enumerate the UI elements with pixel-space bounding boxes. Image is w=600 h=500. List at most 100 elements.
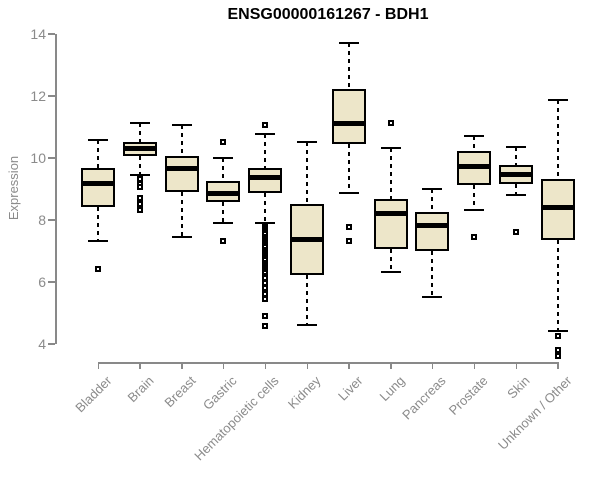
y-tick-label: 8 xyxy=(38,211,46,228)
outlier-point xyxy=(220,139,227,145)
whisker-upper-brain xyxy=(138,123,141,142)
x-tick xyxy=(473,362,476,369)
boxplot-box-liver xyxy=(331,89,366,144)
x-tick xyxy=(181,362,183,369)
outlier-point xyxy=(554,332,561,339)
whisker-cap-high xyxy=(380,147,401,150)
y-tick xyxy=(48,219,55,221)
x-tick xyxy=(97,362,99,369)
x-tick xyxy=(348,362,350,369)
whisker-cap-low xyxy=(129,173,150,176)
whisker-lower-bladder xyxy=(97,207,99,242)
boxplot-box-hematopoietic-cells xyxy=(248,168,283,194)
outlier-point xyxy=(387,120,394,127)
y-tick-label: 12 xyxy=(30,87,46,104)
whisker-cap-high xyxy=(422,187,443,190)
x-tick xyxy=(390,362,392,369)
outlier-point xyxy=(262,284,269,291)
x-tick xyxy=(222,362,225,369)
whisker-cap-low xyxy=(547,330,568,333)
median-line-skin xyxy=(499,172,533,178)
y-tick xyxy=(48,157,55,159)
outlier-point xyxy=(262,323,269,330)
whisker-lower-skin xyxy=(515,183,517,195)
x-axis-line xyxy=(98,362,559,364)
outlier-point xyxy=(262,312,269,319)
outlier-point xyxy=(136,183,143,190)
whisker-cap-low xyxy=(171,235,192,238)
outlier-point xyxy=(345,224,352,231)
y-tick xyxy=(48,95,55,97)
whisker-lower-brain xyxy=(138,155,141,175)
x-tick xyxy=(306,362,308,369)
whisker-lower-pancreas xyxy=(431,250,434,297)
outlier-point xyxy=(262,295,269,302)
whisker-cap-high xyxy=(506,145,526,148)
whisker-cap-high xyxy=(464,134,485,137)
outlier-point xyxy=(136,201,143,207)
whisker-cap-low xyxy=(297,323,317,326)
y-tick xyxy=(48,281,55,283)
whisker-upper-hematopoietic-cells xyxy=(264,134,267,169)
outlier-point xyxy=(513,228,519,235)
whisker-upper-gastric xyxy=(222,157,225,181)
whisker-upper-kidney xyxy=(306,142,308,204)
outlier-point xyxy=(136,194,143,201)
boxplot-box-pancreas xyxy=(415,211,450,251)
median-line-kidney xyxy=(290,237,324,243)
whisker-lower-breast xyxy=(180,191,183,237)
boxplot-box-lung xyxy=(373,199,408,249)
median-line-gastric xyxy=(206,190,241,196)
whisker-cap-high xyxy=(255,133,276,136)
outlier-point xyxy=(136,207,143,214)
whisker-upper-bladder xyxy=(97,140,99,169)
whisker-cap-low xyxy=(422,296,443,298)
boxplot-box-breast xyxy=(164,155,199,192)
y-tick-label: 14 xyxy=(30,25,46,42)
whisker-cap-low xyxy=(213,221,234,224)
outlier-point xyxy=(220,238,227,245)
median-line-unknown-other xyxy=(540,204,575,210)
median-line-pancreas xyxy=(415,223,450,229)
outlier-point xyxy=(262,274,269,281)
whisker-cap-high xyxy=(213,156,234,159)
chart-title: ENSG00000161267 - BDH1 xyxy=(227,6,429,23)
whisker-upper-skin xyxy=(515,146,517,166)
whisker-lower-liver xyxy=(347,143,350,194)
whisker-upper-unknown-other xyxy=(556,100,559,180)
y-tick-label: 6 xyxy=(38,273,46,290)
whisker-cap-low xyxy=(464,209,485,212)
whisker-cap-high xyxy=(297,141,317,143)
y-tick-label: 10 xyxy=(30,149,46,166)
median-line-liver xyxy=(331,120,366,126)
whisker-cap-high xyxy=(88,139,108,142)
median-line-breast xyxy=(164,165,199,171)
whisker-cap-low xyxy=(88,240,108,243)
x-tick xyxy=(515,362,517,369)
y-tick xyxy=(48,343,55,345)
y-tick-label: 4 xyxy=(38,335,46,352)
y-axis-line xyxy=(55,33,57,344)
outlier-point xyxy=(345,238,352,245)
whisker-lower-prostate xyxy=(473,185,476,211)
whisker-lower-unknown-other xyxy=(556,239,559,332)
median-line-lung xyxy=(373,210,408,216)
median-line-prostate xyxy=(457,164,492,170)
whisker-cap-high xyxy=(171,123,192,126)
whisker-cap-low xyxy=(338,192,359,195)
whisker-cap-low xyxy=(380,271,401,274)
x-tick xyxy=(557,362,559,369)
whisker-cap-high xyxy=(129,122,150,125)
whisker-upper-breast xyxy=(180,124,183,156)
whisker-lower-gastric xyxy=(222,202,225,223)
whisker-cap-low xyxy=(506,193,526,196)
whisker-upper-liver xyxy=(347,42,350,90)
whisker-cap-high xyxy=(338,41,359,44)
whisker-lower-lung xyxy=(389,248,392,273)
whisker-upper-pancreas xyxy=(431,188,434,212)
outlier-point xyxy=(554,346,561,353)
x-tick xyxy=(431,362,434,369)
x-tick xyxy=(139,362,141,369)
